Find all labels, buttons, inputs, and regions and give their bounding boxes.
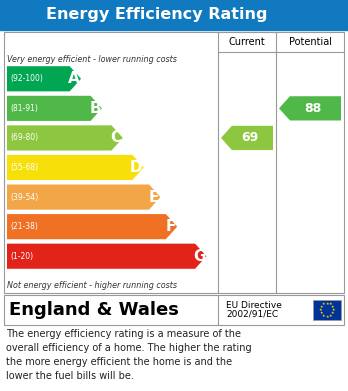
Bar (0, 0, 348, 30)
Text: 69: 69 (241, 131, 258, 144)
Text: 88: 88 (304, 102, 321, 115)
Text: Very energy efficient - lower running costs: Very energy efficient - lower running co… (7, 55, 177, 64)
Polygon shape (7, 185, 160, 210)
Text: C: C (111, 131, 122, 145)
Text: England & Wales: England & Wales (9, 301, 179, 319)
Text: Current: Current (229, 37, 266, 47)
Text: G: G (193, 249, 205, 264)
Text: (1-20): (1-20) (10, 252, 33, 261)
Text: Potential: Potential (288, 37, 332, 47)
Polygon shape (7, 126, 123, 151)
Text: E: E (149, 190, 159, 204)
Text: ★: ★ (332, 308, 335, 312)
Text: 2002/91/EC: 2002/91/EC (226, 310, 278, 319)
Text: ★: ★ (329, 314, 332, 317)
Text: The energy efficiency rating is a measure of the
overall efficiency of a home. T: The energy efficiency rating is a measur… (6, 329, 252, 381)
Bar (4, 295, 344, 325)
Text: A: A (68, 71, 80, 86)
Bar (313, 300, 341, 320)
Text: F: F (166, 219, 176, 234)
Text: EU Directive: EU Directive (226, 301, 282, 310)
Text: ★: ★ (322, 302, 325, 307)
Text: (55-68): (55-68) (10, 163, 38, 172)
Text: D: D (130, 160, 143, 175)
Polygon shape (7, 66, 81, 91)
Text: ★: ★ (319, 308, 322, 312)
Polygon shape (221, 126, 273, 150)
Text: (92-100): (92-100) (10, 74, 43, 83)
Text: (39-54): (39-54) (10, 193, 38, 202)
Text: ★: ★ (319, 311, 323, 315)
Text: B: B (89, 101, 101, 116)
Text: ★: ★ (322, 314, 325, 317)
Text: (69-80): (69-80) (10, 133, 38, 142)
Text: ★: ★ (329, 302, 332, 307)
Text: Energy Efficiency Rating: Energy Efficiency Rating (46, 7, 267, 23)
Text: ★: ★ (331, 305, 334, 309)
Text: (21-38): (21-38) (10, 222, 38, 231)
Polygon shape (7, 96, 102, 121)
Text: Not energy efficient - higher running costs: Not energy efficient - higher running co… (7, 281, 177, 290)
Polygon shape (7, 155, 144, 180)
Text: ★: ★ (331, 311, 334, 315)
Text: ★: ★ (325, 301, 329, 305)
Polygon shape (279, 96, 341, 120)
Text: ★: ★ (325, 314, 329, 319)
Text: (81-91): (81-91) (10, 104, 38, 113)
Bar (4, 32, 344, 293)
Text: ★: ★ (319, 305, 323, 309)
Polygon shape (7, 214, 177, 239)
Polygon shape (7, 244, 206, 269)
